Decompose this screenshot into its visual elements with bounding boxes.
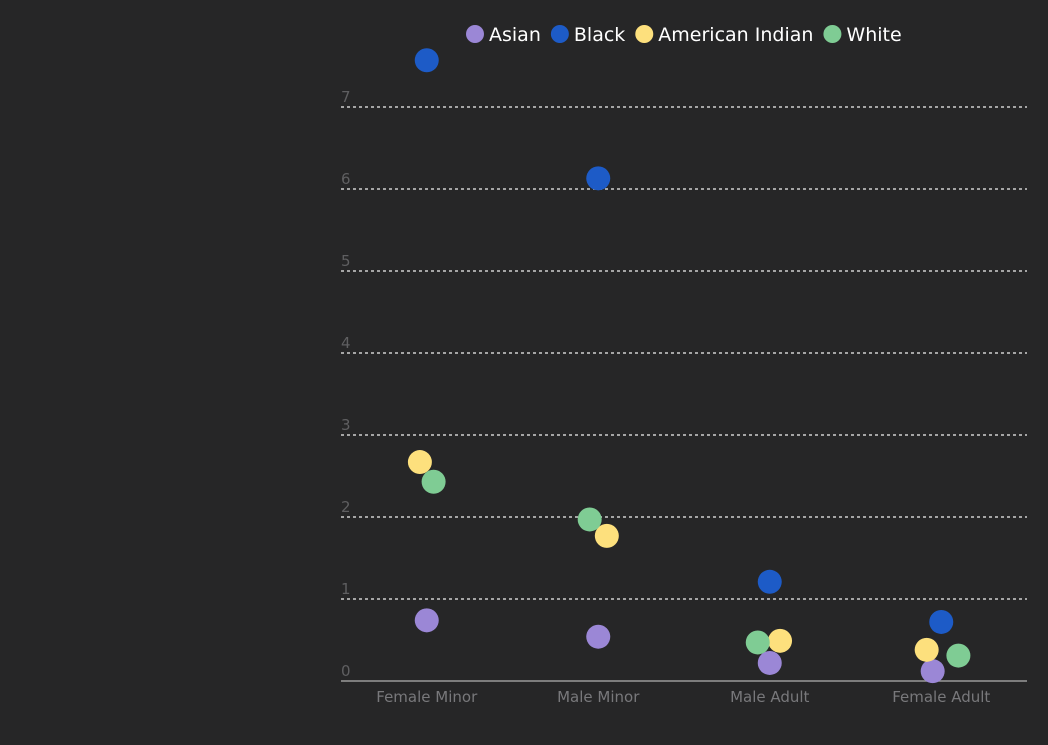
- legend-item-black[interactable]: Black: [550, 24, 625, 46]
- point-white-female-minor[interactable]: [421, 469, 446, 494]
- point-american-indian-male-adult[interactable]: [768, 628, 793, 653]
- y-tick-label: 0: [341, 662, 351, 680]
- point-asian-female-adult[interactable]: [920, 659, 945, 684]
- legend-swatch-asian: [466, 25, 484, 43]
- legend-item-white[interactable]: White: [823, 24, 902, 46]
- y-tick-label: 2: [341, 498, 351, 516]
- data-points: [407, 48, 971, 684]
- point-american-indian-female-minor[interactable]: [407, 450, 432, 475]
- x-category-label: Male Adult: [730, 688, 809, 706]
- point-white-male-adult[interactable]: [745, 630, 770, 655]
- x-category-label: Female Minor: [376, 688, 478, 706]
- legend-label: White: [846, 24, 901, 46]
- gridlines: [341, 106, 1027, 600]
- point-white-male-minor[interactable]: [577, 507, 602, 532]
- point-white-female-adult[interactable]: [946, 643, 971, 668]
- y-tick-label: 3: [341, 416, 351, 434]
- point-black-male-adult[interactable]: [757, 569, 782, 594]
- legend-item-american-indian[interactable]: American Indian: [635, 24, 813, 46]
- y-tick-label: 4: [341, 334, 351, 352]
- point-black-female-adult[interactable]: [929, 609, 954, 634]
- legend-swatch-white: [823, 25, 842, 43]
- point-asian-female-minor[interactable]: [414, 608, 439, 633]
- legend-label: Asian: [489, 24, 541, 46]
- legend-label: Black: [574, 24, 625, 46]
- y-tick-label: 1: [341, 580, 351, 598]
- y-tick-label: 7: [341, 88, 351, 106]
- y-tick-label: 5: [341, 252, 351, 270]
- point-american-indian-male-minor[interactable]: [594, 523, 619, 548]
- x-category-label: Female Adult: [892, 688, 990, 706]
- legend-swatch-american-indian: [635, 25, 654, 43]
- legend-label: American Indian: [658, 24, 813, 46]
- legend[interactable]: Asian Black American Indian White: [466, 24, 902, 46]
- y-axis-ticks: 0 1 2 3 4 5 6 7: [341, 88, 351, 680]
- legend-swatch-black: [550, 25, 569, 43]
- x-axis-categories: Female Minor Male Minor Male Adult Female A…: [376, 688, 990, 706]
- y-tick-label: 6: [341, 170, 351, 188]
- point-asian-male-minor[interactable]: [586, 624, 611, 649]
- x-category-label: Male Minor: [557, 688, 640, 706]
- legend-item-asian[interactable]: Asian: [466, 24, 541, 46]
- point-black-female-minor[interactable]: [414, 48, 439, 73]
- point-black-male-minor[interactable]: [586, 166, 611, 191]
- point-american-indian-female-adult[interactable]: [914, 637, 939, 662]
- point-asian-male-adult[interactable]: [757, 650, 782, 675]
